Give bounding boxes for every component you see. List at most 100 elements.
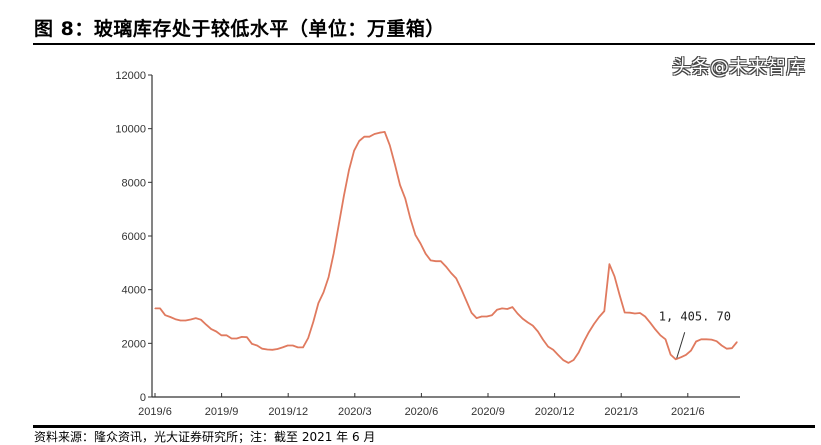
- data-point: [266, 348, 268, 351]
- data-point: [312, 321, 314, 323]
- data-point: [629, 312, 631, 314]
- data-point: [200, 319, 202, 321]
- data-point: [685, 354, 687, 356]
- source-divider: [33, 425, 815, 428]
- data-point: [307, 337, 309, 339]
- x-tick-label: 2019/6: [138, 406, 172, 418]
- data-point: [547, 345, 549, 348]
- data-point: [654, 328, 656, 330]
- data-point: [501, 307, 503, 310]
- data-point: [179, 319, 182, 322]
- data-point: [644, 315, 646, 318]
- data-point: [736, 341, 738, 343]
- data-point: [379, 132, 381, 134]
- y-tick-label: 0: [140, 392, 146, 404]
- data-point: [506, 308, 508, 310]
- data-point: [511, 306, 513, 308]
- data-point: [593, 323, 595, 325]
- data-point: [271, 349, 274, 351]
- data-point: [445, 265, 447, 268]
- data-point: [302, 346, 304, 348]
- figure-title: 图 8：玻璃库存处于较低水平（单位：万重箱）: [34, 18, 445, 40]
- y-tick-label: 8000: [122, 177, 146, 189]
- data-point: [476, 317, 478, 319]
- x-tick-label: 2021/3: [604, 406, 638, 418]
- data-point: [527, 321, 529, 324]
- data-point: [174, 318, 177, 320]
- data-point: [282, 346, 284, 348]
- data-point: [343, 195, 345, 197]
- data-point: [639, 312, 641, 314]
- data-point: [690, 349, 692, 352]
- data-point: [624, 311, 626, 314]
- data-point: [251, 343, 253, 345]
- x-tick-label: 2020/3: [338, 406, 372, 418]
- annotations: 1, 405. 70: [154, 131, 738, 364]
- data-point: [470, 312, 473, 314]
- source-note: 资料来源：隆众资讯，光大证券研究所；注：截至 2021 年 6 月: [34, 430, 376, 444]
- data-point: [394, 163, 396, 165]
- data-point: [368, 136, 371, 138]
- x-tick-label: 2020/6: [405, 406, 439, 418]
- data-point: [537, 330, 539, 333]
- data-point: [557, 354, 559, 356]
- data-point: [358, 140, 360, 142]
- x-tick-label: 2020/9: [471, 406, 505, 418]
- data-point: [465, 300, 468, 302]
- data-point: [440, 260, 442, 262]
- data-point: [608, 263, 610, 265]
- data-point: [664, 338, 667, 340]
- data-point: [322, 291, 325, 293]
- data-point: [236, 337, 238, 340]
- y-tick-label: 2000: [122, 338, 146, 350]
- data-point: [542, 338, 544, 341]
- data-point: [588, 331, 590, 333]
- data-point: [404, 197, 406, 200]
- data-point: [659, 334, 662, 336]
- data-point: [649, 322, 651, 324]
- data-point: [634, 312, 636, 315]
- axes: [151, 75, 740, 398]
- data-point: [327, 276, 330, 278]
- data-point: [450, 272, 452, 274]
- data-point: [195, 317, 197, 319]
- data-point: [435, 260, 437, 262]
- data-point: [261, 348, 263, 350]
- x-tick-label: 2019/9: [205, 406, 239, 418]
- data-point: [705, 338, 707, 340]
- x-tick-label: 2019/12: [268, 406, 308, 418]
- data-point: [731, 347, 733, 349]
- watermark: 头条@未来智库: [672, 56, 806, 78]
- data-point: [567, 362, 570, 364]
- data-point: [389, 144, 391, 146]
- data-point: [675, 358, 677, 360]
- data-point: [715, 340, 718, 342]
- y-tick-label: 12000: [115, 70, 146, 82]
- annotation-label: 1, 405. 70: [659, 309, 731, 323]
- y-tick-label: 4000: [122, 285, 146, 297]
- data-point: [220, 334, 222, 336]
- data-point: [169, 316, 171, 318]
- data-point: [496, 309, 498, 311]
- data-point: [603, 310, 605, 312]
- data-point: [598, 316, 600, 318]
- data-point: [419, 242, 422, 245]
- data-point: [363, 136, 365, 138]
- data-point: [618, 294, 621, 296]
- data-point: [552, 349, 554, 351]
- data-point: [409, 217, 411, 219]
- data-point: [491, 314, 493, 316]
- data-point: [460, 288, 462, 290]
- data-point: [455, 277, 457, 279]
- inventory-line-chart: 0 2000 4000 6000 8000 10000 12000 2019/6 2019/9 2…: [115, 70, 740, 418]
- data-point: [521, 318, 524, 320]
- data-point: [414, 234, 416, 236]
- data-point: [481, 315, 483, 318]
- data-point: [486, 315, 488, 318]
- data-point: [287, 344, 289, 347]
- data-point: [430, 259, 432, 262]
- ticks: 0 2000 4000 6000 8000 10000 12000 2019/6 2019/9 2…: [115, 70, 704, 418]
- data-point: [215, 330, 217, 333]
- data-point: [210, 328, 212, 330]
- data-point: [225, 334, 228, 336]
